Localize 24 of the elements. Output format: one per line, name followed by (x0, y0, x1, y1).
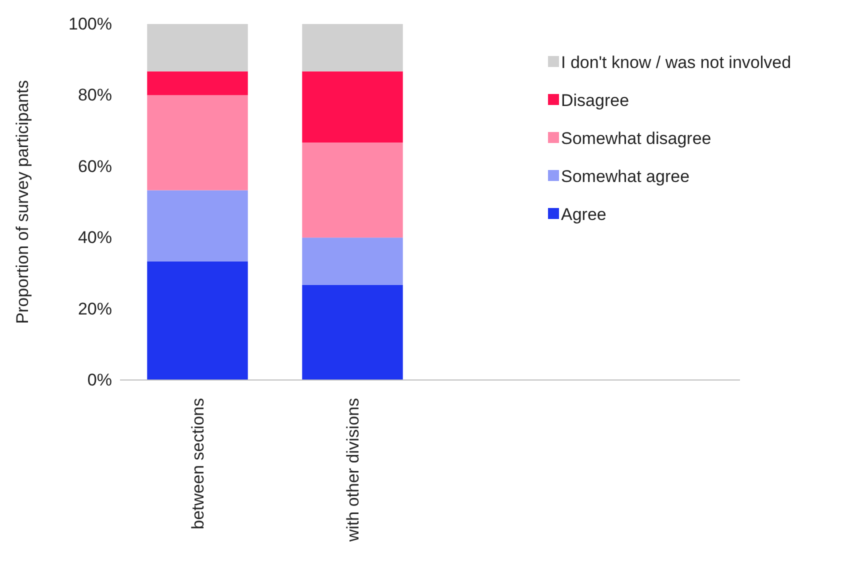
legend-label: Somewhat disagree (561, 129, 712, 148)
x-tick-label: with other divisions (344, 398, 362, 543)
y-tick-label: 20% (78, 299, 112, 318)
y-tick-label: 80% (78, 86, 112, 105)
legend-label: Disagree (561, 91, 630, 110)
bar (147, 261, 248, 380)
y-axis-title: Proportion of survey participants (13, 80, 32, 324)
bar (302, 71, 403, 143)
bar (302, 238, 403, 285)
y-tick-label: 0% (87, 370, 112, 390)
y-tick-label: 100% (68, 14, 112, 34)
bar (302, 24, 403, 72)
bar (147, 24, 248, 72)
bar (147, 95, 248, 190)
bar (147, 190, 248, 262)
x-tick-label: between sections (188, 398, 208, 530)
legend-label: Somewhat agree (561, 167, 690, 186)
y-tick-label: 40% (78, 228, 112, 248)
bar (147, 71, 248, 96)
bar (302, 284, 403, 380)
y-tick-label: 60% (78, 156, 112, 176)
legend-label: I don't know / was not involved (561, 53, 792, 72)
bar (302, 142, 403, 238)
legend-label: Agree (561, 205, 606, 224)
